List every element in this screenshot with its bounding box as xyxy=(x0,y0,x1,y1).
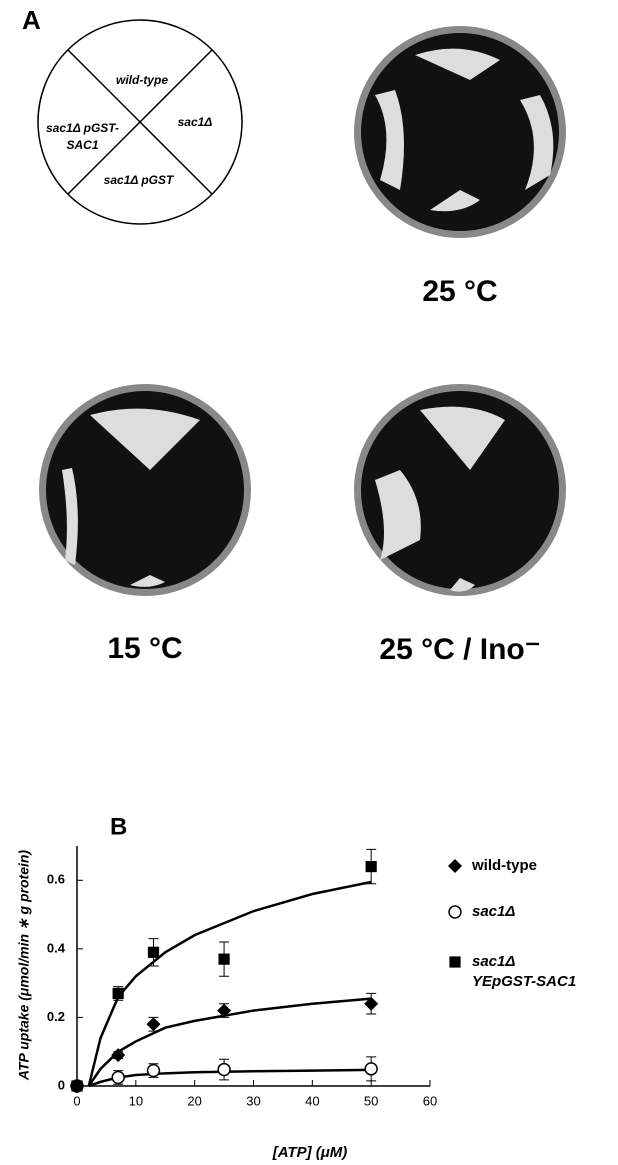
square-marker xyxy=(218,954,229,965)
fit-curve xyxy=(89,882,371,1086)
x-axis-label: [ATP] (μM) xyxy=(272,1144,348,1161)
circle-marker xyxy=(112,1071,124,1083)
plate-photo xyxy=(354,26,566,238)
plate-photo xyxy=(39,384,251,596)
x-tick-label: 50 xyxy=(364,1093,378,1108)
condition-label: 25 °C / Ino⁻ xyxy=(330,632,590,667)
x-tick-label: 60 xyxy=(423,1093,437,1108)
square-marker xyxy=(449,956,460,967)
circle-marker xyxy=(148,1065,160,1077)
condition-label: 25 °C xyxy=(340,275,580,309)
sector-label: sac1Δ pGST-SAC1 xyxy=(45,120,120,154)
sector-label: sac1Δ xyxy=(150,114,240,131)
plate-photo xyxy=(354,384,566,596)
sector-label: wild-type xyxy=(97,72,187,89)
square-marker xyxy=(71,1080,82,1091)
x-tick-label: 40 xyxy=(305,1093,319,1108)
y-tick-label: 0.2 xyxy=(47,1009,65,1024)
y-tick-label: 0.6 xyxy=(47,872,65,887)
sector-label: sac1Δ pGST xyxy=(96,172,181,189)
y-tick-label: 0 xyxy=(58,1077,65,1092)
x-tick-label: 20 xyxy=(187,1093,201,1108)
circle-marker xyxy=(449,906,461,918)
circle-marker xyxy=(365,1063,377,1075)
figure: A B [ATP] (μM) ATP uptake (μmol/min ∗ g … xyxy=(0,0,618,1165)
x-tick-label: 30 xyxy=(246,1093,260,1108)
square-marker xyxy=(148,947,159,958)
plot-frame xyxy=(77,846,430,1086)
legend-label: wild-type xyxy=(472,856,582,876)
diamond-marker xyxy=(448,859,462,873)
panel-label: B xyxy=(110,813,127,840)
y-axis-label: ATP uptake (μmol/min ∗ g protein) xyxy=(16,850,32,1082)
square-marker xyxy=(113,988,124,999)
circle-marker xyxy=(218,1064,230,1076)
panel-label: A xyxy=(22,5,41,35)
x-tick-label: 0 xyxy=(73,1093,80,1108)
diamond-marker xyxy=(146,1017,160,1031)
legend-label: sac1Δ xyxy=(472,902,582,922)
legend-label: sac1Δ YEpGST-SAC1 xyxy=(472,952,582,992)
condition-label: 15 °C xyxy=(25,632,265,666)
y-tick-label: 0.4 xyxy=(47,940,66,955)
square-marker xyxy=(366,861,377,872)
x-tick-label: 10 xyxy=(129,1093,143,1108)
